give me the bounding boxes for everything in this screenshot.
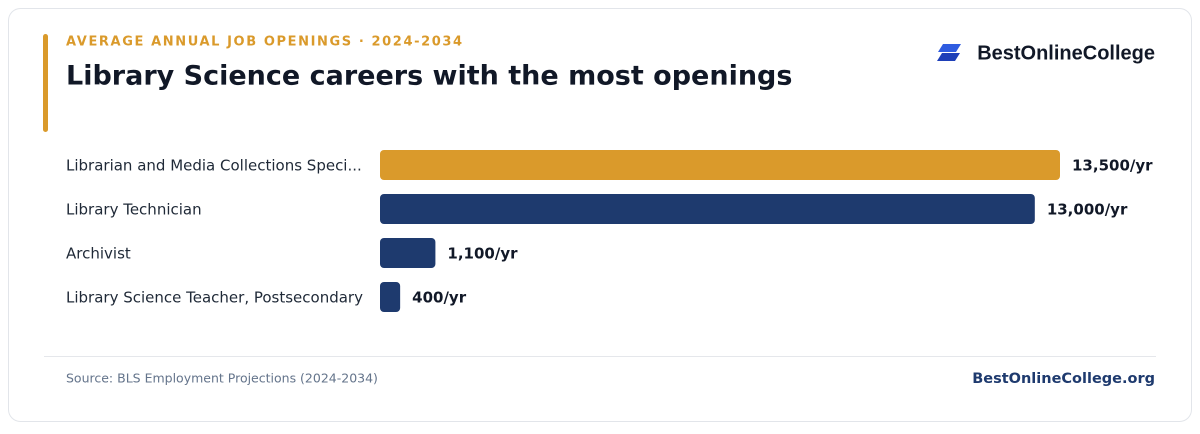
source-note: Source: BLS Employment Projections (2024…: [66, 371, 378, 386]
logo-icon: [938, 44, 961, 52]
brand-name: BestOnlineCollege: [977, 42, 1155, 64]
chart-subtitle: AVERAGE ANNUAL JOB OPENINGS · 2024-2034: [66, 35, 464, 50]
bar: [380, 238, 436, 268]
value-label: 400/yr: [412, 289, 467, 307]
accent-bar: [43, 34, 48, 132]
value-label: 1,100/yr: [447, 245, 518, 263]
category-label: Librarian and Media Collections Speci...: [66, 157, 362, 175]
bar: [380, 150, 1060, 180]
logo-icon: [937, 53, 960, 61]
category-label: Library Technician: [66, 201, 202, 219]
category-label: Library Science Teacher, Postsecondary: [66, 289, 363, 307]
chart-title: Library Science careers with the most op…: [66, 61, 792, 92]
bar: [380, 194, 1035, 224]
value-label: 13,000/yr: [1047, 201, 1128, 219]
category-label: Archivist: [66, 245, 131, 263]
bar: [380, 282, 401, 312]
brand-logo: BestOnlineCollege: [937, 42, 1155, 64]
footer-brand: BestOnlineCollege.org: [972, 371, 1155, 387]
value-label: 13,500/yr: [1072, 157, 1153, 175]
